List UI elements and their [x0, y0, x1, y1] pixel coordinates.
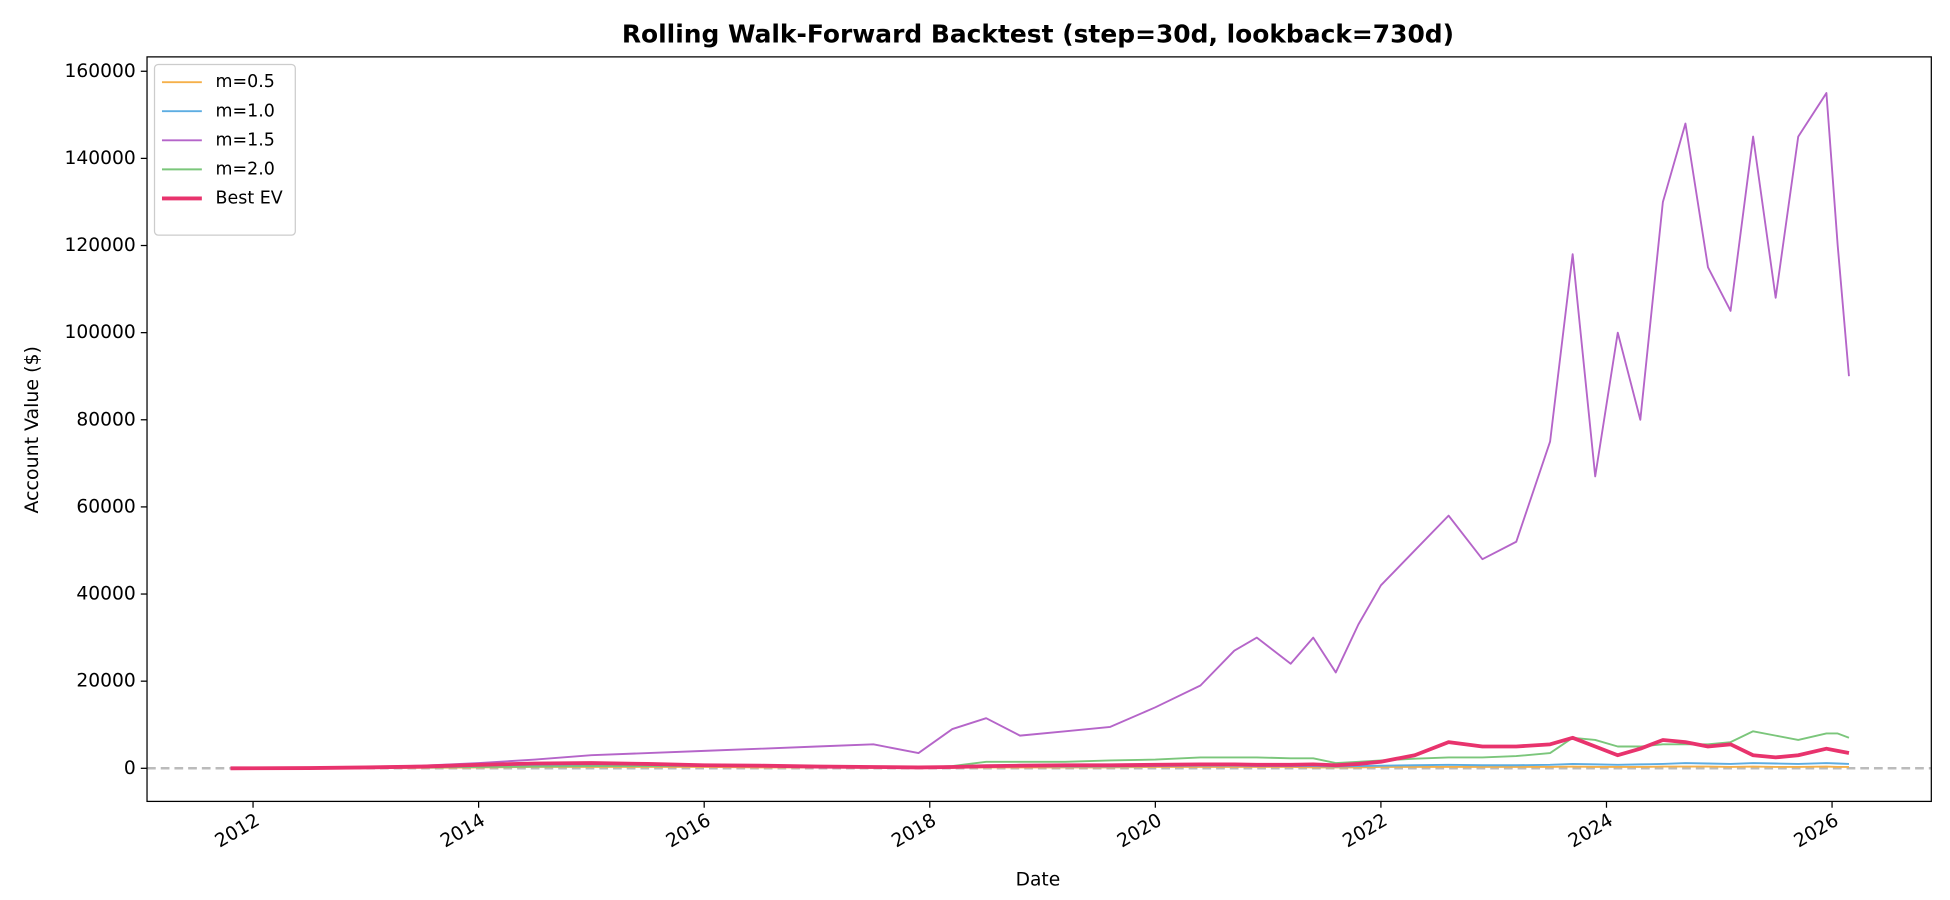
y-tick-label: 160000 — [65, 61, 136, 82]
series-line — [230, 735, 1850, 771]
legend-box — [153, 63, 296, 236]
x-tick-label: 2024 — [1565, 810, 1617, 852]
y-axis-label: Account Value ($) — [22, 346, 43, 513]
legend-label: m=1.5 — [216, 130, 275, 150]
series-line — [230, 92, 1850, 770]
y-tick-label: 140000 — [65, 148, 136, 169]
legend: m=0.5 m=1.0 m=1.5 m=2.0 Best EV — [153, 63, 296, 236]
x-tick-label: 2026 — [1791, 810, 1843, 852]
legend-label: m=0.5 — [216, 72, 275, 92]
y-tick-label: 40000 — [76, 583, 135, 604]
x-tick-label: 2022 — [1340, 810, 1392, 852]
legend-label: Best EV — [216, 188, 283, 208]
plot-frame — [146, 56, 1932, 803]
y-tick-label: 60000 — [76, 496, 135, 517]
x-axis-label: Date — [1016, 869, 1061, 890]
legend-label: m=1.0 — [216, 101, 275, 121]
chart-title: Rolling Walk-Forward Backtest (step=30d,… — [622, 19, 1454, 48]
x-tick-label: 2012 — [212, 810, 264, 852]
y-tick-label: 120000 — [65, 235, 136, 256]
y-tick-label: 80000 — [76, 409, 135, 430]
y-tick-label: 20000 — [76, 671, 135, 692]
y-tick-label: 0 — [124, 758, 136, 779]
x-tick-label: 2014 — [437, 810, 489, 852]
x-tick-label: 2020 — [1114, 810, 1166, 852]
y-tick-label: 100000 — [65, 322, 136, 343]
legend-label: m=2.0 — [216, 159, 275, 179]
x-tick-label: 2018 — [888, 810, 940, 852]
x-tick-label: 2016 — [663, 810, 715, 852]
